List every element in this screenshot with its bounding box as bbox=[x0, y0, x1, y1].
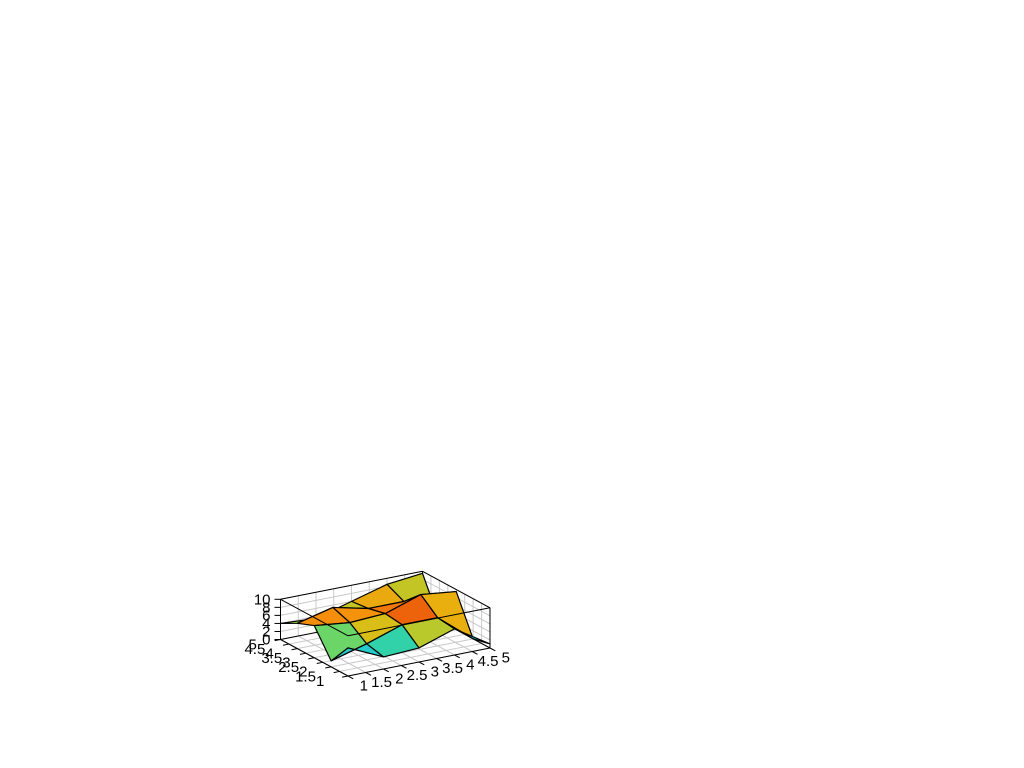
x-tick-label: 2.5 bbox=[407, 667, 428, 684]
y-tick-label: 5 bbox=[249, 636, 257, 653]
x-tick-label: 2 bbox=[395, 671, 403, 688]
x-tick-label: 3 bbox=[431, 664, 439, 681]
x-tick-label: 5 bbox=[502, 650, 510, 667]
y-tick-label: 2 bbox=[299, 664, 307, 681]
x-tick-label: 1 bbox=[360, 678, 368, 695]
x-tick-label: 4 bbox=[466, 657, 474, 674]
x-tick-label: 3.5 bbox=[442, 660, 463, 677]
x-tick-label: 4.5 bbox=[478, 653, 499, 670]
surface-plot-3d: 11.522.533.544.5511.522.533.544.55024681… bbox=[0, 0, 1024, 768]
z-tick-label: 10 bbox=[254, 591, 271, 608]
x-tick-label: 1.5 bbox=[371, 674, 392, 691]
y-tick-label: 1 bbox=[316, 673, 324, 690]
y-tick-label: 3 bbox=[282, 655, 290, 672]
